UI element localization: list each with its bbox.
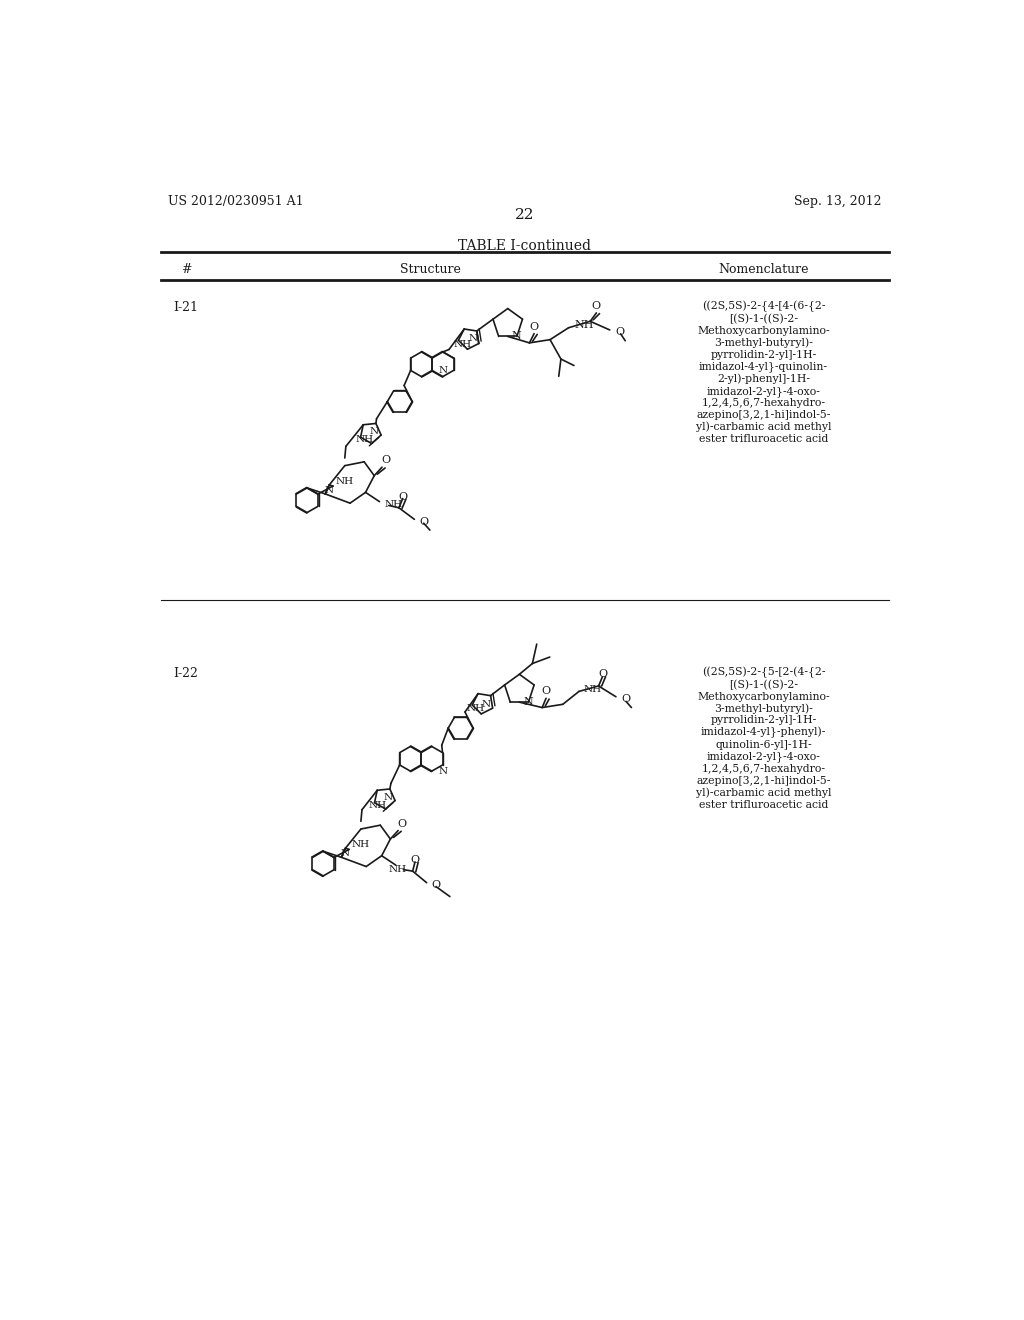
Text: I-21: I-21 xyxy=(173,301,198,314)
Text: O: O xyxy=(622,694,631,704)
Text: NH: NH xyxy=(384,500,402,510)
Text: ((2S,5S)-2-{5-[2-(4-{2-
[(S)-1-((S)-2-
Methoxycarbonylamino-
3-methyl-butyryl)-
: ((2S,5S)-2-{5-[2-(4-{2- [(S)-1-((S)-2- M… xyxy=(695,667,831,809)
Text: N: N xyxy=(384,793,392,803)
Text: TABLE I-continued: TABLE I-continued xyxy=(459,239,591,253)
Text: N: N xyxy=(482,700,490,709)
Text: O: O xyxy=(592,301,601,312)
Text: NH: NH xyxy=(389,865,407,874)
Text: Nomenclature: Nomenclature xyxy=(718,263,809,276)
Text: O: O xyxy=(419,516,428,527)
Text: Structure: Structure xyxy=(399,263,461,276)
Text: N: N xyxy=(512,331,521,342)
Text: US 2012/0230951 A1: US 2012/0230951 A1 xyxy=(168,195,304,209)
Text: O: O xyxy=(542,686,551,697)
Text: N: N xyxy=(468,334,477,343)
Text: NH: NH xyxy=(355,436,374,444)
Text: N: N xyxy=(438,366,447,375)
Text: O: O xyxy=(397,818,407,829)
Text: NH: NH xyxy=(574,321,594,330)
Text: NH: NH xyxy=(369,801,387,810)
Text: NH: NH xyxy=(584,685,602,693)
Text: ((2S,5S)-2-{4-[4-(6-{2-
[(S)-1-((S)-2-
Methoxycarbonylamino-
3-methyl-butyryl)-
: ((2S,5S)-2-{4-[4-(6-{2- [(S)-1-((S)-2- M… xyxy=(695,301,831,444)
Text: N: N xyxy=(325,486,334,495)
Text: NH: NH xyxy=(454,339,471,348)
Text: I-22: I-22 xyxy=(173,667,198,680)
Text: N: N xyxy=(438,767,447,776)
Text: O: O xyxy=(598,669,607,680)
Text: O: O xyxy=(529,322,539,331)
Text: NH: NH xyxy=(466,704,484,713)
Text: O: O xyxy=(381,455,390,465)
Text: O: O xyxy=(398,492,408,502)
Text: O: O xyxy=(615,327,625,337)
Text: Sep. 13, 2012: Sep. 13, 2012 xyxy=(794,195,882,209)
Text: O: O xyxy=(411,855,420,866)
Text: #: # xyxy=(181,263,191,276)
Text: NH: NH xyxy=(336,477,353,486)
Text: O: O xyxy=(431,880,440,890)
Text: 22: 22 xyxy=(515,209,535,223)
Text: N: N xyxy=(523,697,534,708)
Text: N: N xyxy=(370,428,379,437)
Text: NH: NH xyxy=(351,840,370,849)
Text: N: N xyxy=(341,849,350,858)
